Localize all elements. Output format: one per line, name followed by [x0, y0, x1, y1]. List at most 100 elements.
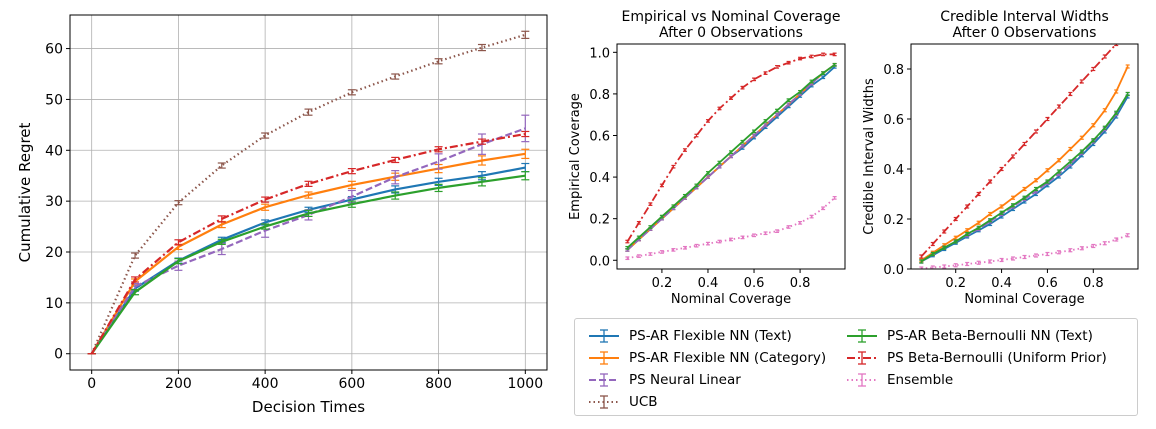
- x-tick-label: 600: [338, 376, 365, 392]
- y-tick-label: 0: [54, 347, 63, 363]
- axes-frame: [69, 14, 548, 371]
- error-bar: [1114, 110, 1119, 115]
- error-bar: [1068, 91, 1073, 97]
- error-bar: [832, 52, 837, 57]
- error-bar: [976, 191, 981, 197]
- error-bar: [775, 108, 780, 113]
- error-bar: [347, 200, 356, 208]
- error-bar: [953, 263, 958, 268]
- y-tick-label: 10: [45, 296, 63, 312]
- error-bar: [1011, 195, 1016, 200]
- error-bar: [752, 77, 757, 82]
- error-bar: [682, 148, 687, 152]
- legend-item: PS-AR Flexible NN (Category): [587, 347, 826, 369]
- error-bar: [930, 251, 935, 257]
- error-bar: [988, 179, 993, 184]
- error-bar: [1079, 149, 1084, 154]
- error-bar: [347, 180, 356, 190]
- error-bar: [648, 225, 653, 229]
- y-tick-label: 1.0: [589, 46, 610, 61]
- x-tick-label: 0: [87, 376, 96, 392]
- legend-label: PS Neural Linear: [629, 372, 741, 388]
- error-bar: [786, 102, 791, 107]
- error-bar: [809, 214, 814, 219]
- y-axis-label: Empirical Coverage: [568, 93, 583, 220]
- error-bar: [740, 139, 745, 144]
- error-bar: [965, 231, 970, 237]
- chart-title-line: After 0 Observations: [659, 25, 803, 41]
- error-bar: [1102, 54, 1107, 59]
- y-tick-label: 0.2: [883, 213, 904, 228]
- error-bar: [391, 191, 400, 200]
- error-bar: [1079, 135, 1084, 140]
- error-bar: [1068, 248, 1073, 253]
- error-bar: [729, 154, 733, 159]
- error-bar: [1056, 250, 1061, 255]
- error-bar: [953, 216, 958, 222]
- error-bar: [763, 123, 768, 127]
- error-bar: [1091, 66, 1096, 72]
- error-bar: [434, 58, 443, 65]
- legend-swatch: [847, 329, 877, 343]
- error-bar: [521, 114, 530, 143]
- error-bar: [625, 245, 630, 250]
- legend-label: PS-AR Beta-Bernoulli NN (Text): [887, 328, 1093, 344]
- error-bar: [261, 203, 270, 211]
- error-bar: [1125, 64, 1130, 69]
- error-bar: [705, 171, 710, 175]
- error-bar: [717, 239, 722, 244]
- x-tick-label: 0.4: [991, 276, 1012, 291]
- error-bar: [775, 65, 780, 69]
- error-bar: [775, 229, 780, 234]
- error-bar: [636, 254, 641, 258]
- y-tick-label: 0.6: [883, 113, 904, 128]
- y-tick-label: 0.6: [589, 129, 610, 144]
- error-bar: [1091, 138, 1096, 143]
- error-bar: [1056, 169, 1061, 174]
- error-bar: [174, 200, 183, 206]
- error-bar: [821, 71, 826, 75]
- chart-title-line: Empirical vs Nominal Coverage: [622, 9, 841, 25]
- error-bar: [521, 30, 530, 39]
- error-bar: [729, 150, 733, 154]
- error-bar: [636, 220, 641, 225]
- error-bar: [1033, 178, 1038, 183]
- error-bar: [740, 85, 745, 90]
- error-bar: [832, 62, 837, 67]
- error-bar: [752, 233, 757, 238]
- y-axis-label: Cumulative Regret: [16, 122, 34, 262]
- error-bar: [1056, 104, 1061, 109]
- y-tick-label: 40: [45, 143, 63, 159]
- x-tick-label: 400: [252, 376, 279, 392]
- legend-label: PS-AR Flexible NN (Text): [629, 328, 792, 344]
- error-bar: [1045, 168, 1050, 173]
- error-bar: [717, 164, 722, 169]
- error-bar: [763, 119, 768, 123]
- error-bar: [261, 223, 270, 230]
- error-bar: [965, 204, 970, 209]
- error-bar: [965, 261, 970, 267]
- series-line-5: [627, 197, 836, 260]
- x-tick-label: 0.6: [744, 276, 765, 291]
- error-bar: [999, 204, 1004, 209]
- y-axis-label: Credible Interval Widths: [862, 78, 877, 235]
- error-bar: [217, 162, 226, 169]
- error-bar: [1114, 89, 1119, 94]
- error-bar: [798, 56, 803, 61]
- x-tick-label: 0.8: [790, 276, 811, 291]
- error-bar: [930, 241, 935, 247]
- error-bar: [217, 215, 226, 223]
- error-bar: [671, 164, 676, 169]
- y-tick-label: 60: [45, 42, 63, 58]
- error-bar: [671, 248, 676, 252]
- error-bar: [391, 156, 400, 164]
- error-bar: [347, 89, 356, 96]
- error-bar: [347, 167, 356, 175]
- x-tick-label: 1000: [507, 376, 543, 392]
- error-bar: [304, 108, 313, 116]
- error-bar: [477, 155, 486, 166]
- error-bar: [988, 259, 993, 264]
- error-bar: [1022, 186, 1027, 192]
- error-bar: [1045, 179, 1050, 184]
